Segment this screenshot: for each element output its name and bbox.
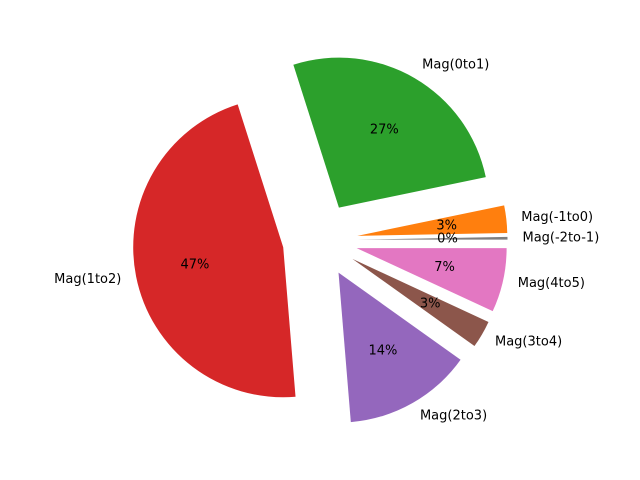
- pie-slice-mag-4to5: [356, 248, 507, 312]
- percent-label-mag-1to2: 47%: [180, 257, 209, 272]
- slice-label-mag-4to5: Mag(4to5): [518, 276, 585, 291]
- slice-label-mag-2to-1: Mag(-2to-1): [522, 231, 599, 246]
- slice-label-mag-2to3: Mag(2to3): [420, 409, 487, 424]
- pie-slice-mag-2to3: [338, 272, 461, 423]
- slice-label-mag-3to4: Mag(3to4): [495, 334, 562, 349]
- percent-label-mag-0to1: 27%: [370, 122, 399, 137]
- pie-slice-mag-1to0: [357, 205, 508, 236]
- percent-label-mag-4to5: 7%: [434, 260, 455, 275]
- slice-label-mag-1to2: Mag(1to2): [54, 272, 121, 287]
- pie-slice-mag-0to1: [293, 57, 486, 208]
- pie-slice-mag-1to2: [133, 104, 296, 398]
- percent-label-mag-2to-1: 0%: [437, 231, 458, 246]
- percent-label-mag-3to4: 3%: [420, 297, 441, 312]
- slice-label-mag-0to1: Mag(0to1): [422, 58, 489, 73]
- slice-label-mag-1to0: Mag(-1to0): [521, 210, 593, 225]
- percent-label-mag-2to3: 14%: [368, 343, 397, 358]
- pie-slice-mag-3to4: [352, 258, 489, 347]
- pie-slice-mag-2to-1: [357, 236, 508, 240]
- percent-label-mag-1to0: 3%: [436, 218, 457, 233]
